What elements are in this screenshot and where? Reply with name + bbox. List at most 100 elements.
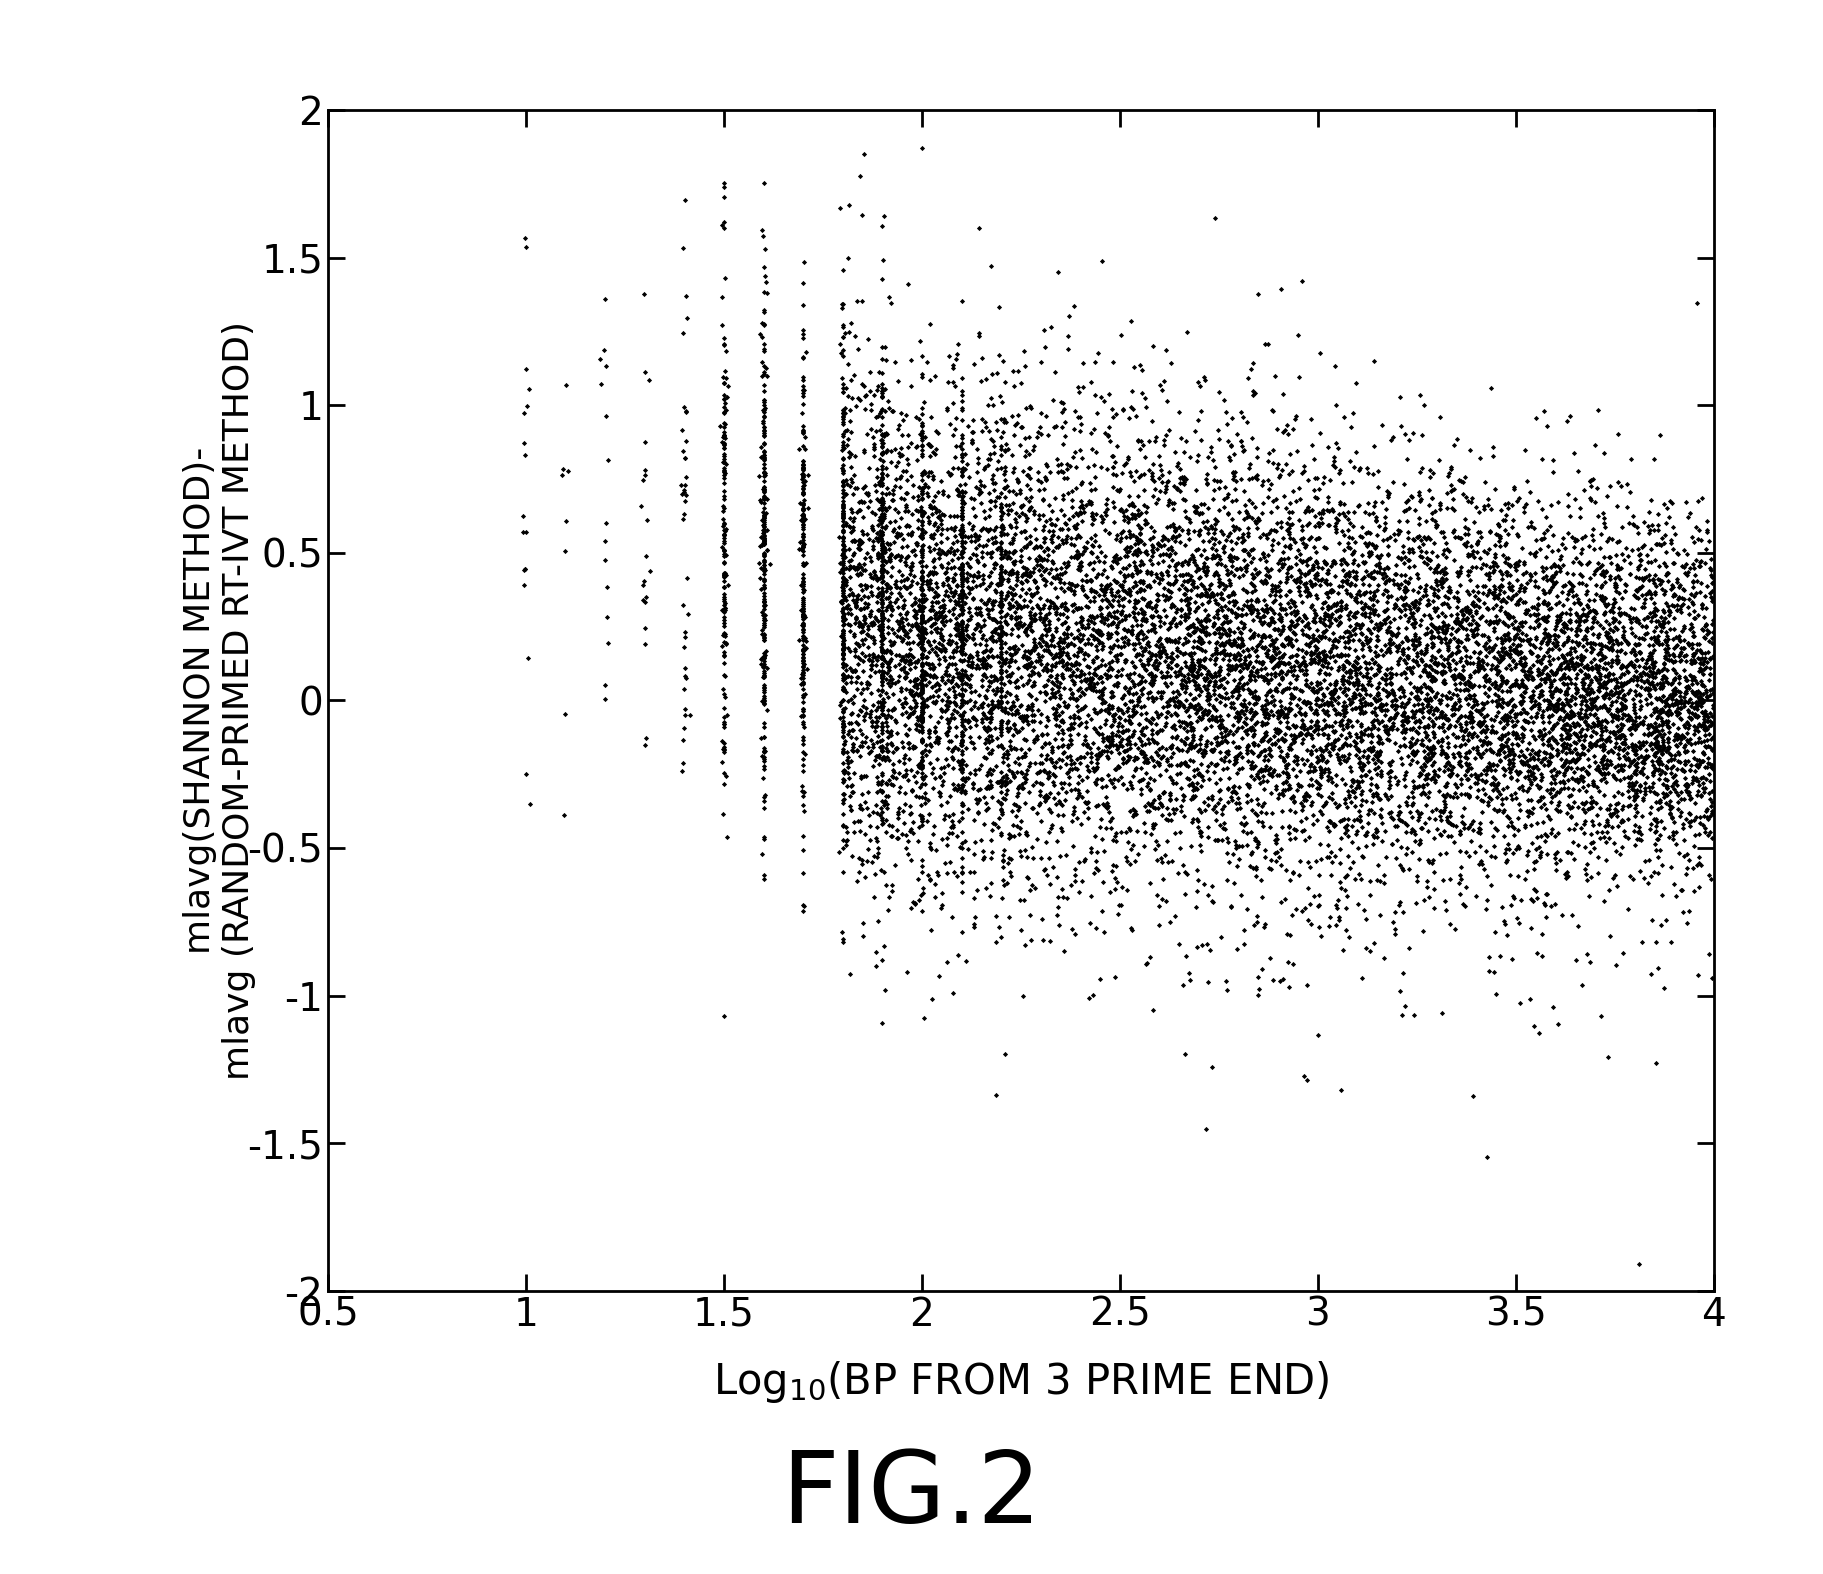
Point [855,645,884,671]
Point [828,552,857,578]
Point [1174,552,1203,578]
Point [999,634,1028,660]
Point [749,337,778,362]
Point [1462,540,1491,565]
Point [884,779,913,804]
Point [1650,694,1679,719]
Point [846,562,875,587]
Point [1006,593,1035,619]
Point [1393,508,1422,534]
Point [1373,721,1402,746]
Point [1291,672,1320,697]
Point [910,691,939,716]
Point [1356,672,1385,697]
Point [1336,689,1365,715]
Point [1643,623,1672,648]
Point [1087,664,1116,689]
Point [1130,952,1159,977]
Point [1293,689,1322,715]
Point [1283,771,1313,796]
Point [908,412,937,438]
Point [1621,770,1650,795]
Point [1353,749,1382,774]
Point [1653,560,1683,586]
Point [1283,663,1313,688]
Point [1694,650,1723,675]
Point [1420,645,1449,671]
Point [1557,782,1586,807]
Point [968,567,997,592]
Point [1296,639,1325,664]
Point [1152,584,1181,609]
Point [1012,532,1041,557]
Point [890,617,919,642]
Point [1427,568,1457,593]
Point [1681,752,1710,778]
Point [1148,378,1178,403]
Point [868,422,897,447]
Point [908,578,937,603]
Point [1699,724,1728,749]
Point [1508,626,1537,652]
Point [1488,800,1517,825]
Point [1369,642,1398,667]
Point [1637,908,1666,933]
Point [1123,686,1152,711]
Point [1652,907,1681,932]
Point [1181,894,1210,919]
Point [1575,469,1604,494]
Point [942,722,972,748]
Point [1183,806,1212,831]
Point [1684,752,1714,778]
Point [1014,653,1043,678]
Point [901,530,930,556]
Point [871,784,901,809]
Point [1528,702,1557,727]
Point [1686,782,1715,807]
Point [1294,527,1323,552]
Point [1190,559,1220,584]
Point [1354,666,1384,691]
Point [915,576,944,601]
Point [1143,587,1172,612]
Point [1475,639,1504,664]
Point [1577,864,1606,889]
Point [1550,682,1579,707]
Point [1048,877,1077,902]
Point [1387,719,1416,745]
Point [1358,710,1387,735]
Point [1260,573,1289,598]
Point [1624,1251,1653,1277]
Point [1154,587,1183,612]
Point [1639,600,1668,625]
Point [868,678,897,704]
Point [1557,803,1586,828]
Point [1426,626,1455,652]
Point [970,661,999,686]
Point [946,738,975,763]
Point [1661,666,1690,691]
Point [1535,708,1564,733]
Point [1570,792,1599,817]
Point [1364,653,1393,678]
Point [789,551,819,576]
Point [1241,466,1271,491]
Point [1415,548,1444,573]
Point [1077,666,1107,691]
Point [1063,639,1092,664]
Point [928,587,957,612]
Point [1108,573,1138,598]
Point [1612,655,1641,680]
Point [1039,645,1068,671]
Point [1577,648,1606,674]
Point [789,568,819,593]
Point [1666,800,1695,825]
Point [1283,598,1313,623]
Point [1198,888,1227,913]
Point [1026,710,1056,735]
Point [1097,683,1127,708]
Point [868,661,897,686]
Point [973,741,1003,767]
Point [950,491,979,516]
Point [866,619,895,644]
